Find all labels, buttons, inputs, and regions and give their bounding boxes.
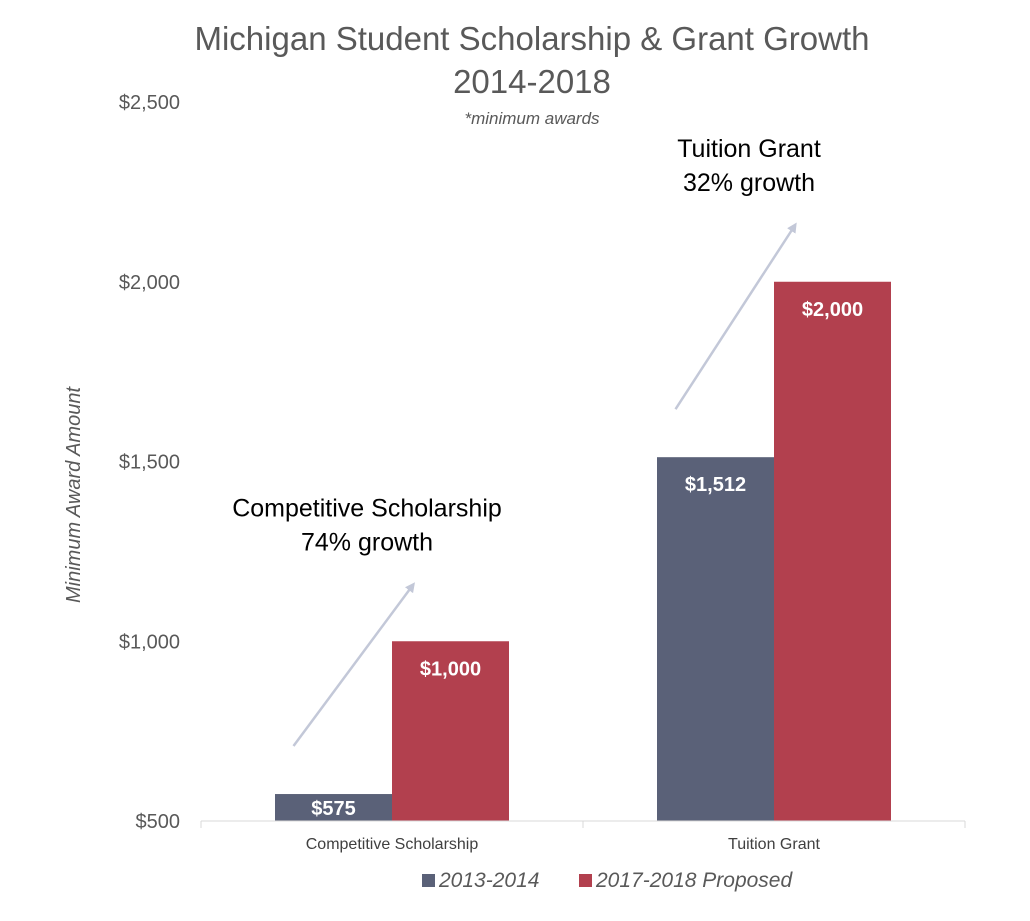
growth-arrow (292, 582, 415, 747)
chart-title-line2: 2014-2018 (453, 63, 611, 100)
growth-annotation-text: 74% growth (301, 528, 433, 556)
y-tick-label: $2,000 (119, 272, 180, 294)
bar (275, 794, 392, 821)
x-tick-label: Competitive Scholarship (306, 836, 479, 853)
chart-subtitle: *minimum awards (464, 109, 600, 128)
legend-label: 2017-2018 Proposed (595, 869, 793, 892)
y-tick-label: $1,000 (119, 631, 180, 653)
legend-swatch (422, 874, 435, 887)
bar-data-label: $1,000 (420, 658, 481, 680)
y-tick-label: $2,500 (119, 92, 180, 114)
y-tick-label: $1,500 (119, 452, 180, 474)
bar-data-label: $575 (311, 798, 356, 820)
growth-annotation-text: 32% growth (683, 169, 815, 197)
y-tick-label: $500 (136, 811, 181, 833)
chart-title: Michigan Student Scholarship & Grant Gro… (194, 20, 869, 57)
legend-label: 2013-2014 (438, 869, 539, 892)
legend: 2013-2014 2017-2018 Proposed (422, 869, 793, 892)
bars (275, 281, 891, 821)
bar (774, 281, 891, 821)
growth-annotation-text: Tuition Grant (677, 135, 821, 163)
bar (657, 457, 774, 821)
bar-data-label: $1,512 (685, 474, 746, 496)
legend-swatch (579, 874, 592, 887)
growth-arrow (674, 222, 797, 410)
x-axis (200, 820, 966, 828)
data-labels: $575 $1,000 $1,512 $2,000 (311, 299, 863, 820)
y-axis-ticks: $500 $1,000 $1,500 $2,000 $2,500 (119, 92, 180, 833)
growth-annotation-text: Competitive Scholarship (232, 494, 502, 522)
annotations: Competitive Scholarship 74% growth Tuition… (232, 135, 821, 747)
bar-data-label: $2,000 (802, 299, 863, 321)
y-axis-label: Minimum Award Amount (63, 386, 85, 603)
x-axis-ticks: Competitive Scholarship Tuition Grant (306, 836, 821, 853)
x-tick-label: Tuition Grant (728, 836, 820, 853)
bar (392, 641, 509, 821)
